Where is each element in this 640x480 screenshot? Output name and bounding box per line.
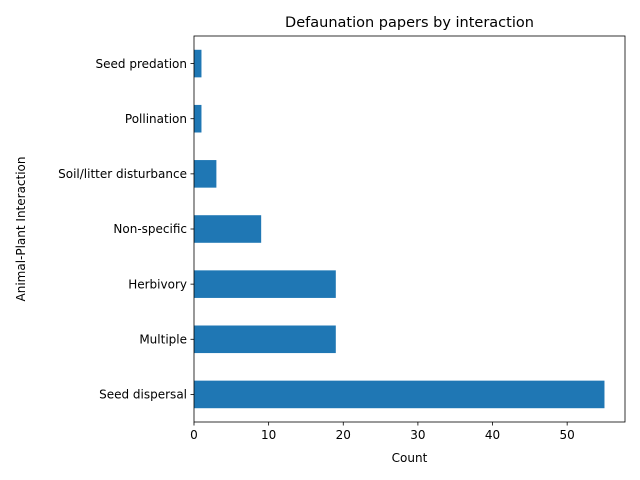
y-tick-label: Soil/litter disturbance <box>58 167 187 181</box>
x-tick-label: 50 <box>560 428 575 442</box>
bar <box>194 104 202 133</box>
x-tick-label: 30 <box>410 428 425 442</box>
y-tick-label: Herbivory <box>128 277 187 291</box>
bar <box>194 49 202 78</box>
y-tick-label: Non-specific <box>113 222 187 236</box>
y-axis-ticks: Seed dispersal Multiple Herbivory Non-speci… <box>58 57 194 402</box>
x-tick-label: 0 <box>190 428 198 442</box>
x-axis-label: Count <box>392 451 428 465</box>
chart-title: Defaunation papers by interaction <box>285 15 534 31</box>
bars-group <box>194 49 605 409</box>
y-tick-label: Seed predation <box>96 57 187 71</box>
x-tick-label: 20 <box>336 428 351 442</box>
axes-frame <box>193 35 626 423</box>
bar <box>194 270 336 298</box>
bar <box>194 160 217 188</box>
x-tick-label: 40 <box>485 428 500 442</box>
bar <box>194 215 262 243</box>
plot-frame <box>193 35 626 423</box>
bar <box>194 325 336 354</box>
bar <box>194 380 605 409</box>
x-axis-ticks: 0 10 20 30 40 50 <box>190 422 575 442</box>
y-tick-label: Seed dispersal <box>99 388 187 402</box>
y-tick-label: Multiple <box>139 332 187 346</box>
y-tick-label: Pollination <box>125 112 187 126</box>
y-axis-label: Animal-Plant Interaction <box>14 156 28 301</box>
x-tick-label: 10 <box>261 428 276 442</box>
